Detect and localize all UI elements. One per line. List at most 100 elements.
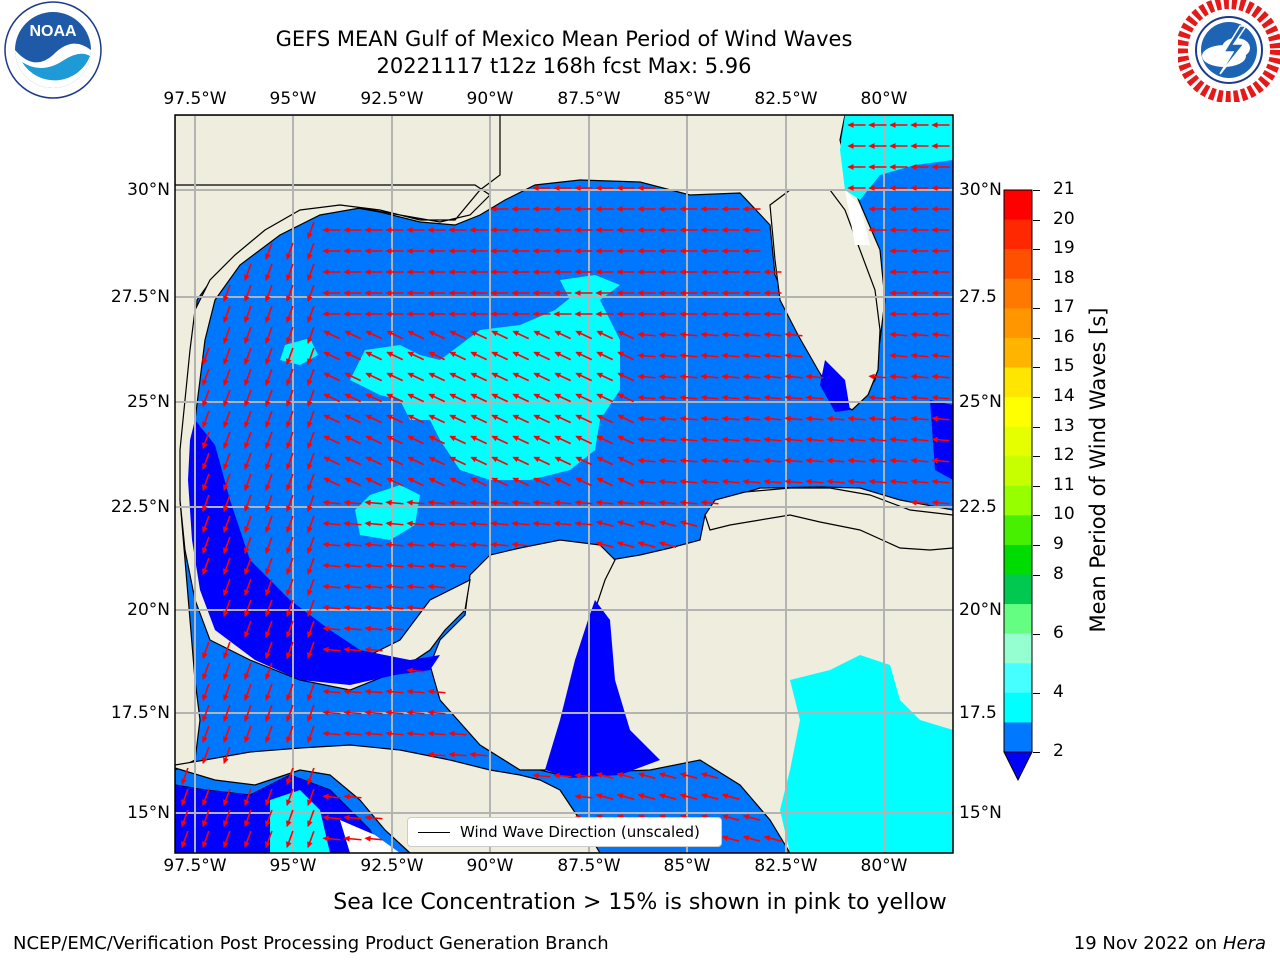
wind-wave-arrow-head (553, 185, 560, 191)
wind-wave-arrow-head (931, 164, 938, 170)
wind-wave-arrow-head (491, 435, 499, 442)
wind-wave-arrow-head (407, 414, 415, 421)
wind-wave-arrow-head (406, 604, 413, 611)
wind-wave-arrow-head (244, 505, 250, 513)
wind-wave-arrow-head (910, 311, 917, 317)
wind-wave-arrow-head (826, 436, 833, 443)
wind-wave-arrow-head (533, 372, 541, 379)
wind-wave-arrow-head (554, 477, 562, 484)
wind-wave-arrow-head (449, 372, 457, 379)
wind-wave-arrow-head (617, 372, 625, 379)
wind-wave-arrow-head (512, 435, 520, 442)
wind-wave-arrow-head (491, 477, 499, 484)
wind-wave-arrow-head (658, 793, 666, 799)
wind-wave-arrow-head (365, 330, 373, 337)
wind-wave-arrow-head (658, 457, 665, 464)
wind-wave-arrow-head (616, 206, 623, 212)
colorbar-swatch (1004, 397, 1032, 428)
nws-logo (1178, 0, 1280, 102)
wind-wave-arrow-head (322, 311, 329, 317)
lon-label-bottom: 82.5°W (754, 856, 818, 876)
wind-wave-arrow-head (265, 442, 271, 450)
wind-wave-arrow-head (532, 248, 539, 254)
wind-wave-arrow-head (244, 799, 250, 807)
wind-wave-arrow-head (512, 456, 520, 463)
wind-wave-arrow-head (658, 227, 665, 233)
lon-label-bottom: 97.5°W (163, 856, 227, 876)
wind-wave-arrow-head (889, 436, 896, 443)
wind-wave-arrow-head (763, 352, 770, 359)
wind-wave-arrow-head (223, 379, 229, 387)
wind-wave-arrow-head (322, 730, 329, 737)
wind-wave-arrow-head (910, 248, 917, 254)
wind-wave-arrow-head (637, 290, 644, 296)
wind-wave-arrow-head (365, 372, 373, 379)
colorbar-tick-label: 6 (1053, 622, 1064, 643)
wind-wave-arrow-head (533, 393, 541, 400)
wind-wave-arrow-head (637, 415, 644, 422)
colorbar-frame (1003, 189, 1033, 753)
wind-wave-arrow-head (574, 248, 581, 254)
wind-wave-arrow-head (365, 456, 373, 463)
wind-wave-arrow-head (931, 415, 938, 422)
wind-wave-arrow-head (343, 814, 350, 821)
wind-wave-arrow-head (364, 835, 371, 842)
wind-wave-arrow-head (265, 463, 271, 471)
wind-wave-arrow-head (596, 435, 604, 442)
wind-wave-arrow-head (449, 477, 457, 484)
wind-wave-arrow-head (763, 478, 770, 485)
lat-label-left: 15°N (127, 803, 170, 823)
wind-wave-arrow-head (511, 206, 518, 212)
wind-wave-arrow-head (307, 715, 313, 723)
wind-wave-arrow-head (307, 316, 313, 324)
wind-wave-arrow-head (910, 122, 917, 128)
wind-wave-arrow-head (554, 393, 562, 400)
colorbar-tick (1033, 633, 1040, 635)
wind-wave-arrow-head (223, 568, 229, 576)
wind-wave-arrow-head (532, 185, 539, 191)
wind-wave-arrow-head (889, 290, 896, 296)
wind-wave-arrow-head (595, 793, 603, 799)
wind-wave-arrow-head (343, 248, 350, 254)
wind-wave-arrow-head (889, 206, 896, 212)
colorbar-tick (1033, 397, 1040, 399)
wind-wave-arrow-head (386, 330, 394, 337)
lon-label-bottom: 85°W (663, 856, 711, 876)
wind-wave-arrow-head (202, 799, 208, 807)
colorbar-tick-label: 8 (1053, 563, 1064, 584)
wind-wave-arrow-head (343, 793, 350, 800)
wind-wave-arrow-head (307, 631, 313, 639)
wind-wave-arrow-head (223, 589, 229, 597)
wind-wave-arrow-head (307, 820, 313, 828)
wind-wave-arrow-head (307, 610, 313, 618)
wind-wave-arrow-head (469, 520, 476, 527)
wind-wave-arrows (181, 122, 950, 849)
wind-wave-arrow-head (596, 351, 604, 358)
wind-wave-arrow-head (265, 673, 271, 681)
lat-label-left: 27.5°N (110, 287, 170, 307)
wind-wave-arrow-head (700, 436, 707, 443)
wind-wave-arrow-head (784, 352, 791, 359)
wind-wave-arrow-head (364, 625, 371, 632)
wind-wave-arrow-head (344, 456, 352, 463)
colorbar-tick (1033, 456, 1040, 458)
wind-wave-arrow-head (286, 652, 292, 660)
wind-wave-arrow-head (202, 526, 208, 534)
wind-wave-arrow-head (700, 227, 707, 233)
wind-wave-arrow-head (910, 290, 917, 296)
wind-wave-arrow-head (406, 730, 413, 737)
credit-text: NCEP/EMC/Verification Post Processing Pr… (13, 933, 609, 954)
wind-wave-arrow-head (469, 227, 476, 233)
wind-wave-arrow-head (406, 562, 413, 569)
wind-wave-arrow-head (265, 610, 271, 618)
wind-wave-arrow-head (511, 520, 518, 527)
wind-wave-arrow-head (574, 311, 581, 317)
wind-wave-arrow-head (784, 436, 791, 443)
wind-wave-arrow-head (469, 248, 476, 254)
wind-wave-arrow-head (428, 435, 436, 442)
wind-wave-arrow-head (244, 400, 250, 408)
wind-wave-arrow-head (637, 520, 645, 526)
wind-wave-arrow-head (223, 337, 229, 345)
colorbar-swatch (1004, 544, 1032, 576)
wind-wave-arrow-head (554, 351, 562, 358)
